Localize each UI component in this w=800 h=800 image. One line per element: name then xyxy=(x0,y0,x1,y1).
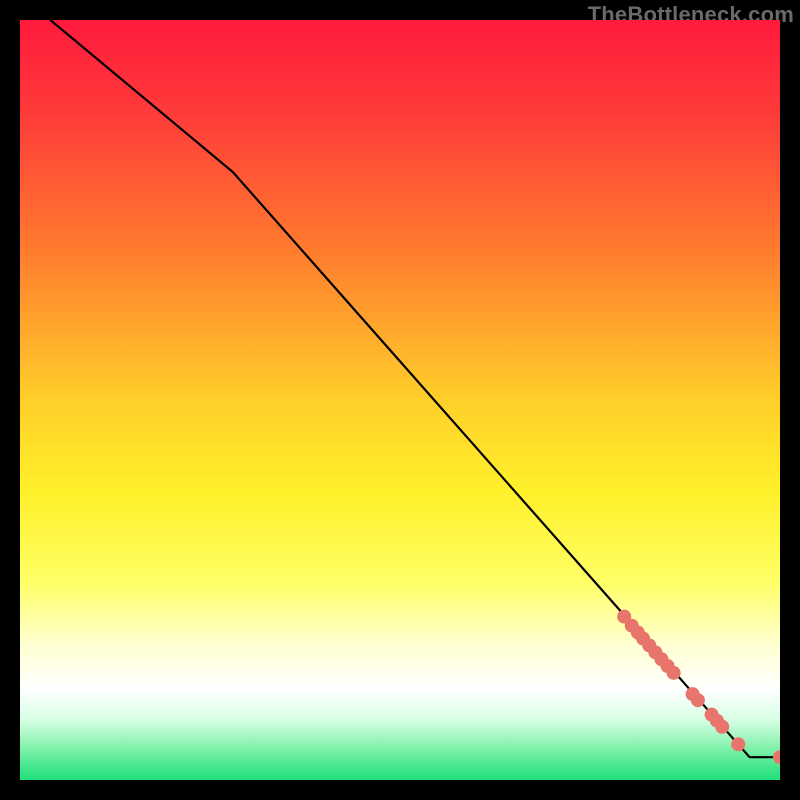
chart-stage: TheBottleneck.com xyxy=(0,0,800,800)
data-marker xyxy=(731,737,745,751)
plot-area xyxy=(20,20,780,780)
data-marker xyxy=(667,666,681,680)
chart-svg xyxy=(20,20,780,780)
data-marker xyxy=(691,693,705,707)
data-marker xyxy=(715,720,729,734)
